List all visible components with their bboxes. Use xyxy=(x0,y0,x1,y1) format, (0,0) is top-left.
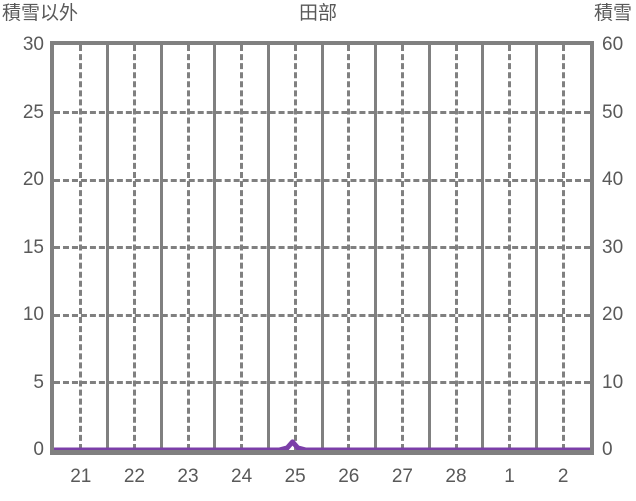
y-tick-right-60: 60 xyxy=(602,34,624,55)
gridline-midday-26 xyxy=(347,45,351,450)
gridline-day-boundary-4 xyxy=(266,45,270,450)
plot-area xyxy=(50,41,594,455)
gridline-midday-21 xyxy=(79,45,83,450)
y-tick-left-15: 15 xyxy=(22,236,44,258)
gridline-day-boundary-9 xyxy=(534,45,538,450)
y-tick-left-25: 25 xyxy=(22,101,44,123)
x-tick-25: 25 xyxy=(284,466,306,487)
gridline-midday-2 xyxy=(561,45,565,450)
plot-inner xyxy=(54,45,590,450)
y-tick-left-30: 30 xyxy=(22,34,44,55)
gridline-day-boundary-8 xyxy=(481,45,485,450)
y-tick-left-5: 5 xyxy=(33,371,44,393)
y-tick-left-20: 20 xyxy=(22,169,44,190)
gridline-day-boundary-1 xyxy=(106,45,110,450)
gridline-day-boundary-6 xyxy=(374,45,378,450)
chart-title: 田部 xyxy=(298,3,337,24)
y-tick-left-0: 0 xyxy=(33,439,44,460)
left-axis-title: 積雪以外 xyxy=(2,3,79,24)
y-tick-right-20: 20 xyxy=(602,304,624,325)
y-tick-left-10: 10 xyxy=(22,304,44,325)
gridline-midday-27 xyxy=(400,45,404,450)
y-tick-right-30: 30 xyxy=(602,236,624,258)
x-tick-27: 27 xyxy=(391,466,413,487)
gridline-day-boundary-5 xyxy=(320,45,324,450)
y-tick-right-50: 50 xyxy=(602,101,624,123)
series-line-0 xyxy=(54,442,590,450)
x-tick-21: 21 xyxy=(70,466,92,487)
x-tick-23: 23 xyxy=(177,466,199,487)
x-tick-24: 24 xyxy=(231,466,253,487)
x-tick-2: 2 xyxy=(557,466,569,487)
gridline-day-boundary-3 xyxy=(213,45,217,450)
gridline-midday-28 xyxy=(454,45,458,450)
right-axis-title: 積雪 xyxy=(593,3,632,24)
x-tick-1: 1 xyxy=(504,466,515,487)
x-tick-28: 28 xyxy=(445,466,467,487)
gridline-midday-23 xyxy=(186,45,190,450)
gridline-day-boundary-7 xyxy=(427,45,431,450)
gridline-midday-1 xyxy=(508,45,512,450)
gridline-midday-22 xyxy=(132,45,136,450)
y-tick-right-40: 40 xyxy=(602,169,624,190)
gridline-day-boundary-2 xyxy=(159,45,163,450)
y-tick-right-10: 10 xyxy=(602,371,624,393)
y-tick-right-0: 0 xyxy=(602,439,613,460)
gridline-midday-25 xyxy=(293,45,297,450)
x-tick-26: 26 xyxy=(338,466,360,487)
series-layer xyxy=(54,45,590,450)
x-tick-22: 22 xyxy=(123,466,145,487)
gridline-midday-24 xyxy=(240,45,244,450)
